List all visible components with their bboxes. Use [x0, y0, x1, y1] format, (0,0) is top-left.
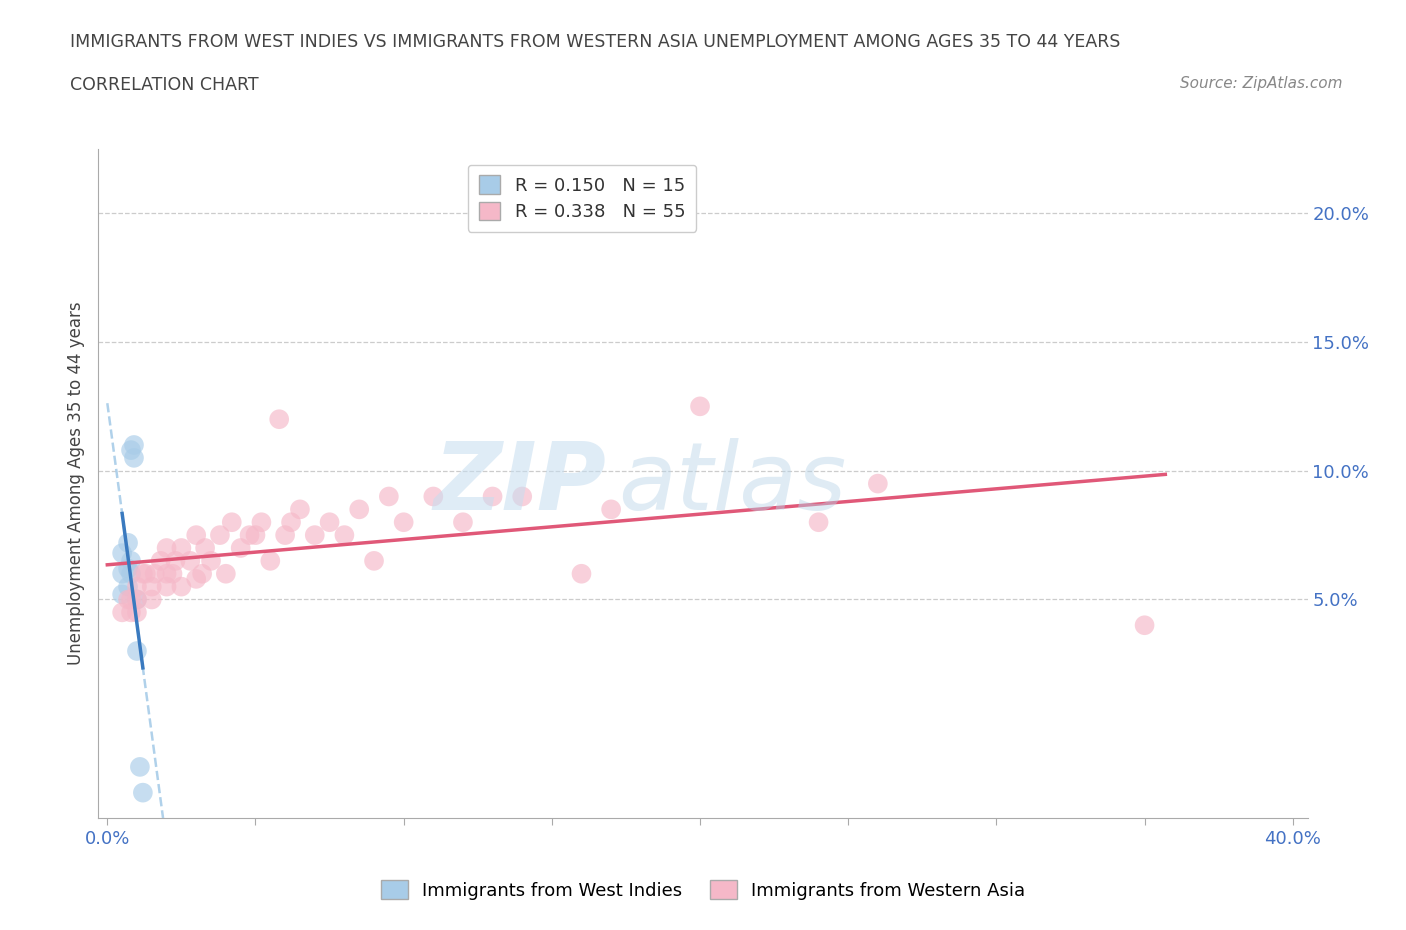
- Point: [125, 592, 148, 607]
- Point: [125, 579, 148, 594]
- Point: [510, 489, 533, 504]
- Point: [155, 566, 177, 581]
- Point: [422, 489, 444, 504]
- Point: [481, 489, 503, 504]
- Point: [117, 561, 139, 576]
- Point: [120, 566, 142, 581]
- Point: [378, 489, 401, 504]
- Point: [318, 515, 340, 530]
- Point: [250, 515, 273, 530]
- Point: [191, 566, 214, 581]
- Point: [132, 785, 155, 800]
- Point: [208, 527, 231, 542]
- Point: [288, 502, 311, 517]
- Point: [170, 579, 193, 594]
- Text: CORRELATION CHART: CORRELATION CHART: [70, 76, 259, 94]
- Point: [807, 515, 830, 530]
- Point: [111, 566, 134, 581]
- Point: [117, 592, 139, 607]
- Point: [239, 527, 262, 542]
- Text: Source: ZipAtlas.com: Source: ZipAtlas.com: [1180, 76, 1343, 91]
- Point: [269, 412, 291, 427]
- Y-axis label: Unemployment Among Ages 35 to 44 years: Unemployment Among Ages 35 to 44 years: [66, 302, 84, 665]
- Point: [162, 566, 184, 581]
- Point: [111, 604, 134, 619]
- Point: [274, 527, 297, 542]
- Point: [200, 553, 222, 568]
- Text: IMMIGRANTS FROM WEST INDIES VS IMMIGRANTS FROM WESTERN ASIA UNEMPLOYMENT AMONG A: IMMIGRANTS FROM WEST INDIES VS IMMIGRANT…: [70, 33, 1121, 50]
- Point: [165, 553, 187, 568]
- Point: [111, 546, 134, 561]
- Point: [111, 587, 134, 602]
- Point: [125, 592, 148, 607]
- Point: [122, 450, 145, 465]
- Point: [117, 579, 139, 594]
- Point: [221, 515, 243, 530]
- Point: [122, 437, 145, 452]
- Point: [120, 592, 142, 607]
- Point: [155, 579, 177, 594]
- Point: [333, 527, 356, 542]
- Point: [600, 502, 623, 517]
- Point: [125, 604, 148, 619]
- Point: [141, 579, 163, 594]
- Point: [135, 566, 157, 581]
- Point: [186, 571, 208, 586]
- Point: [259, 553, 281, 568]
- Point: [866, 476, 889, 491]
- Point: [117, 536, 139, 551]
- Point: [186, 527, 208, 542]
- Point: [141, 592, 163, 607]
- Point: [120, 604, 142, 619]
- Point: [143, 566, 166, 581]
- Text: atlas: atlas: [619, 438, 846, 529]
- Point: [149, 553, 172, 568]
- Point: [304, 527, 326, 542]
- Point: [245, 527, 267, 542]
- Point: [451, 515, 474, 530]
- Point: [229, 540, 252, 555]
- Legend: R = 0.150   N = 15, R = 0.338   N = 55: R = 0.150 N = 15, R = 0.338 N = 55: [468, 165, 696, 232]
- Point: [125, 644, 148, 658]
- Point: [215, 566, 238, 581]
- Point: [194, 540, 217, 555]
- Point: [129, 760, 152, 775]
- Point: [571, 566, 593, 581]
- Point: [132, 566, 155, 581]
- Point: [689, 399, 711, 414]
- Text: ZIP: ZIP: [433, 438, 606, 529]
- Point: [392, 515, 415, 530]
- Point: [120, 443, 142, 458]
- Point: [120, 553, 142, 568]
- Point: [280, 515, 302, 530]
- Legend: Immigrants from West Indies, Immigrants from Western Asia: Immigrants from West Indies, Immigrants …: [374, 873, 1032, 907]
- Point: [155, 540, 177, 555]
- Point: [170, 540, 193, 555]
- Point: [1133, 618, 1156, 632]
- Point: [363, 553, 385, 568]
- Point: [179, 553, 201, 568]
- Point: [347, 502, 370, 517]
